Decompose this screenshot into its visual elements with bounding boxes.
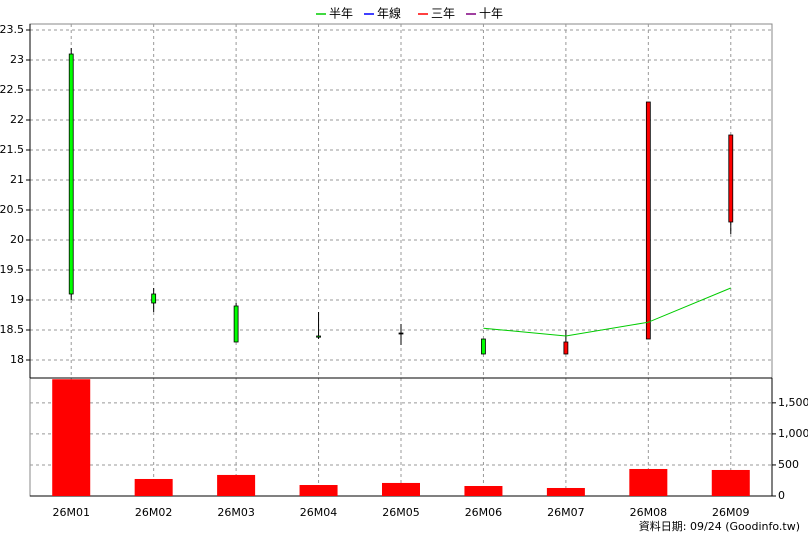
- volume-bar: [711, 469, 750, 496]
- volume-bar: [546, 487, 585, 496]
- y-tick-label: 23: [10, 53, 24, 66]
- x-tick-label: 26M03: [217, 506, 255, 519]
- y-tick-label: 20: [10, 233, 24, 246]
- y-tick-label: 21.5: [0, 143, 24, 156]
- y-tick-label: 22.5: [0, 83, 24, 96]
- ma-line: [483, 287, 731, 337]
- x-tick-label: 26M02: [135, 506, 173, 519]
- candle-body: [68, 53, 74, 295]
- volume-bar: [629, 468, 668, 496]
- volume-bar: [382, 482, 420, 496]
- x-tick-label: 26M07: [547, 506, 585, 519]
- x-tick-label: 26M01: [52, 506, 90, 519]
- candle-body: [645, 101, 651, 340]
- y-tick-label: 20.5: [0, 203, 24, 216]
- x-tick-label: 26M09: [712, 506, 750, 519]
- y2-tick-label: 500: [778, 458, 799, 471]
- volume-bar: [52, 379, 91, 496]
- y-tick-label: 18.5: [0, 323, 24, 336]
- candle-body: [563, 341, 569, 355]
- y-tick-label: 22: [10, 113, 24, 126]
- x-tick-label: 26M05: [382, 506, 420, 519]
- x-tick-label: 26M06: [465, 506, 503, 519]
- candle-body: [316, 335, 321, 338]
- footer: 資料日期: 09/24 (Goodinfo.tw): [639, 519, 800, 533]
- candle-body: [481, 338, 486, 355]
- y-tick-label: 18: [10, 353, 24, 366]
- candle-body: [151, 293, 157, 304]
- volume-bar: [464, 486, 503, 496]
- y2-tick-label: 1,000: [778, 427, 808, 440]
- y2-tick-label: 0: [778, 489, 785, 502]
- legend-label: 十年: [479, 7, 503, 21]
- y-tick-label: 23.5: [0, 23, 24, 36]
- legend-label: 年線: [377, 6, 401, 21]
- legend-label: 三年: [431, 7, 455, 21]
- candle-body: [398, 332, 404, 335]
- x-tick-label: 26M04: [300, 506, 338, 519]
- y-tick-label: 19: [10, 293, 24, 306]
- y-tick-label: 19.5: [0, 263, 24, 276]
- y-tick-label: 21: [10, 173, 24, 186]
- volume-bar: [299, 485, 338, 496]
- volume-bar: [134, 478, 173, 496]
- candle-body: [233, 305, 239, 343]
- legend-label: 半年: [329, 7, 353, 21]
- x-tick-label: 26M08: [630, 506, 668, 519]
- candle-body: [728, 134, 734, 223]
- volume-bar: [217, 474, 256, 496]
- y2-tick-label: 1,500: [778, 396, 808, 409]
